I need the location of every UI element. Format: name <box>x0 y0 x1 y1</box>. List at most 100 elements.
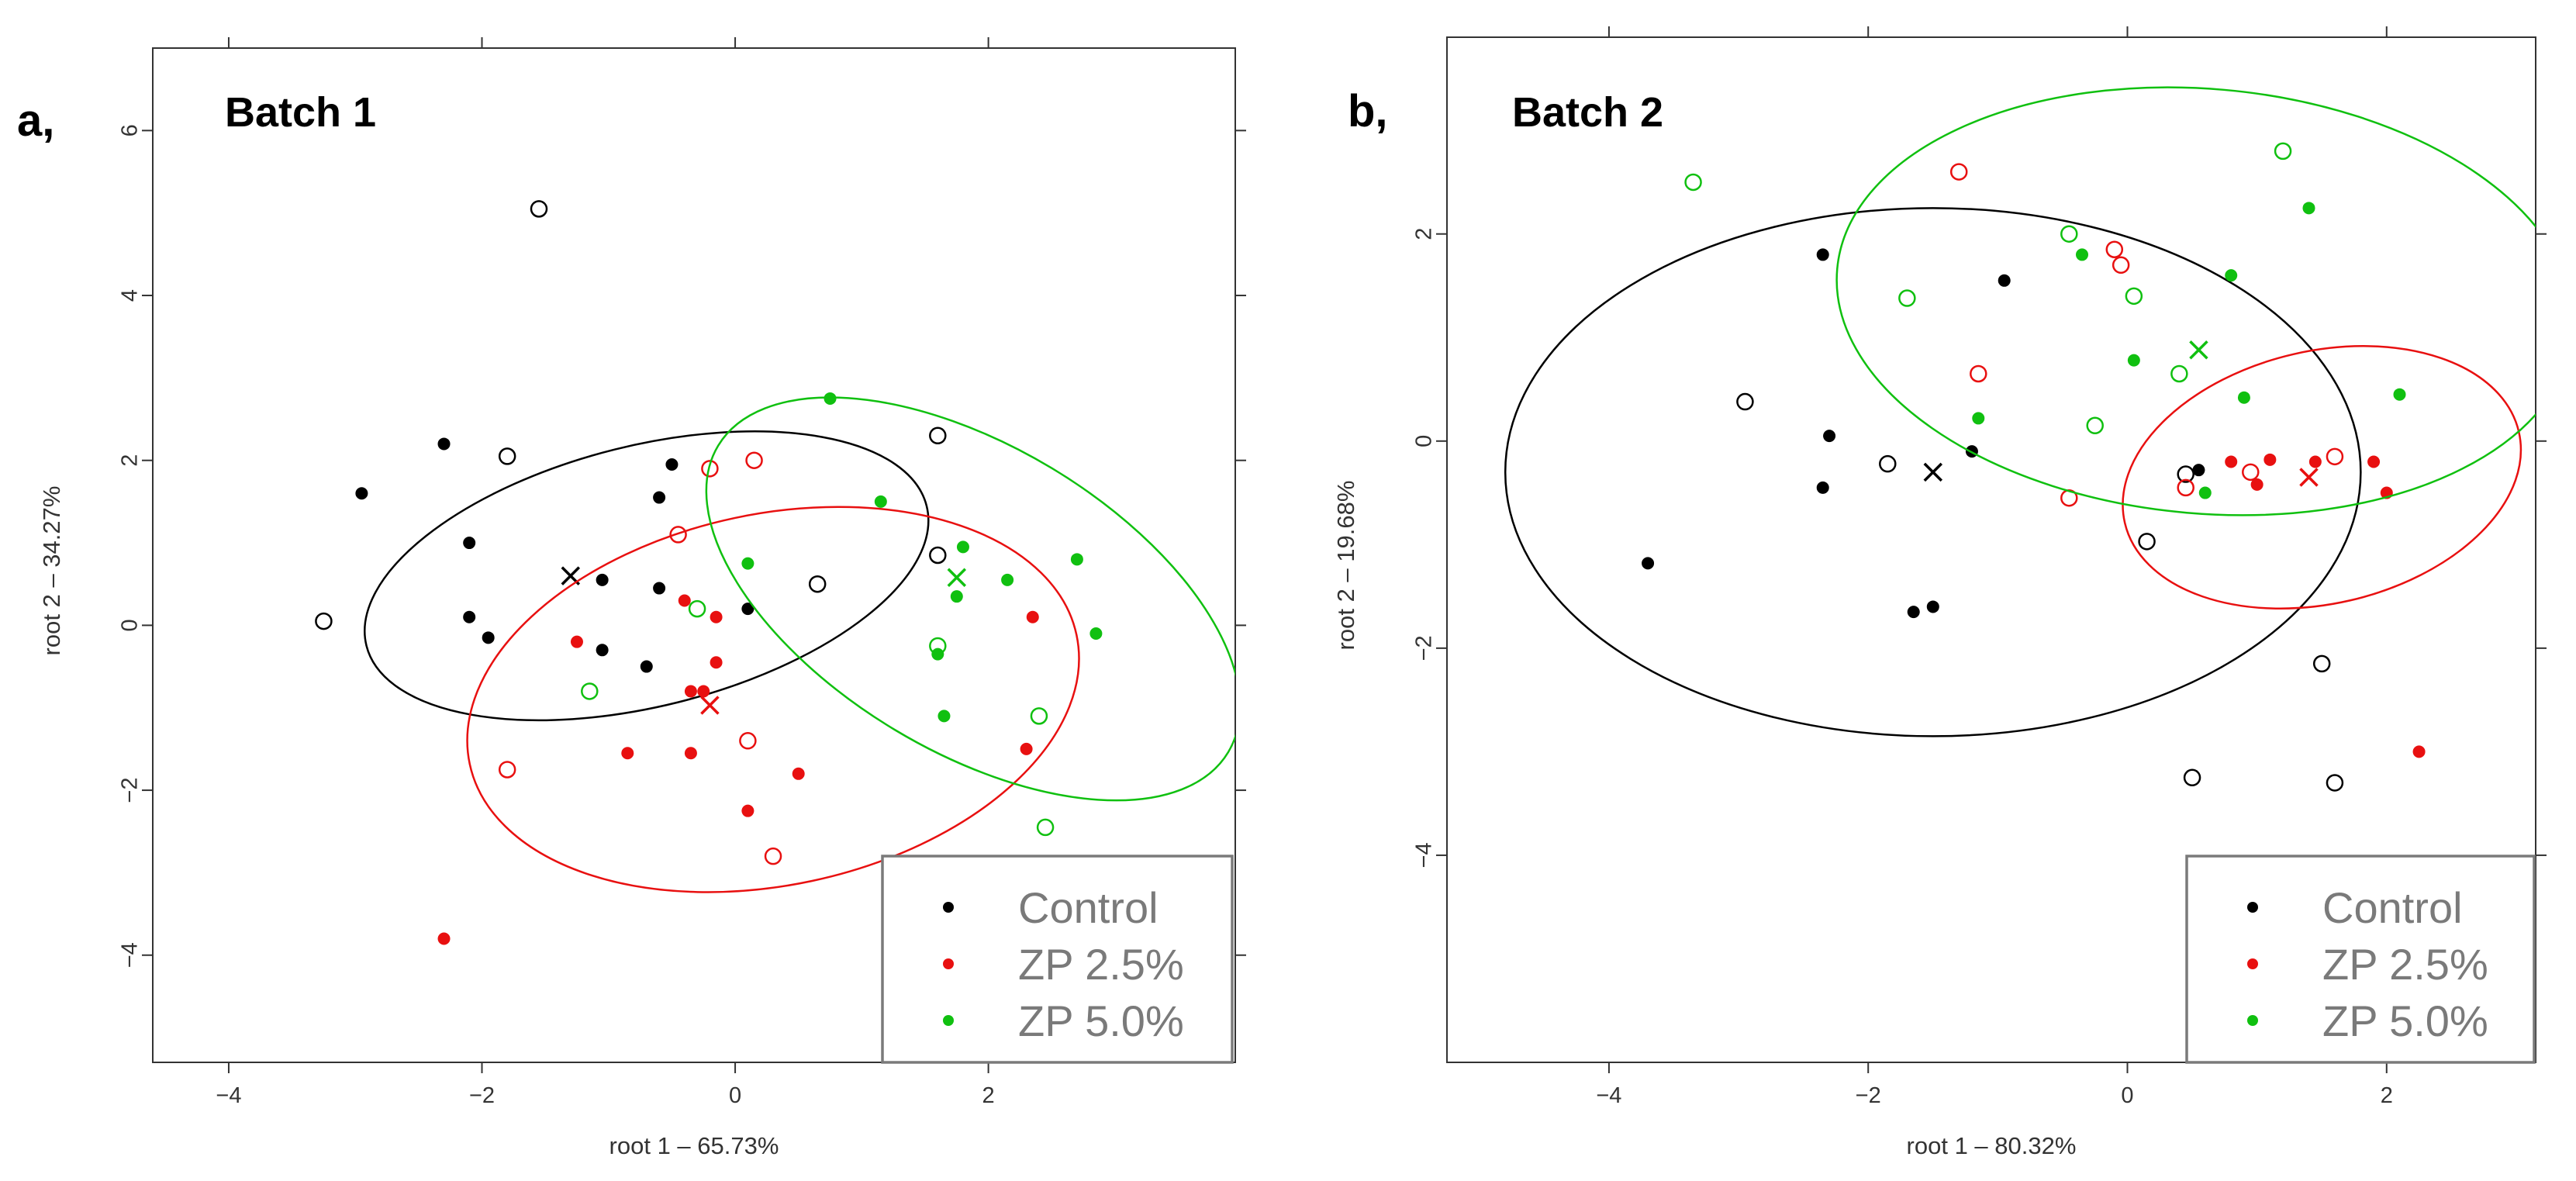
legend-marker-zp-2-5 <box>943 958 954 969</box>
point-zp-2-5-filled <box>2308 455 2322 468</box>
panel-b-plot: −4 −2 0 2 −4 −2 0 2 root 1 – 80.32% root 2 – 19.6… <box>1332 26 2547 1159</box>
x-axis-label: root 1 – 80.32% <box>1907 1132 2077 1159</box>
x-tick-label: −2 <box>1856 1083 1881 1108</box>
y-tick-label: 2 <box>118 454 143 467</box>
centroid-stroke <box>947 568 967 587</box>
x-axis-label: root 1 – 65.73% <box>609 1132 779 1159</box>
y-tick-label: 0 <box>118 619 143 631</box>
point-zp-2-5-filled <box>678 594 691 607</box>
point-zp-5-0-filled <box>874 495 887 508</box>
centroid-zp-5-0 <box>2189 340 2208 360</box>
x-tick-label: 2 <box>2381 1083 2393 1108</box>
point-zp-5-0-open <box>929 637 947 655</box>
point-zp-5-0-filled <box>824 392 837 405</box>
point-zp-5-0-filled <box>2302 202 2315 215</box>
point-zp-5-0-filled <box>1070 553 1083 566</box>
point-zp-2-5-open <box>2242 463 2260 482</box>
point-zp-2-5-open <box>745 451 763 469</box>
point-zp-5-0-filled <box>2237 391 2250 404</box>
x-tick-label: −4 <box>1596 1083 1621 1108</box>
panel-a: a, −4 −2 0 2 −4 −2 0 2 4 6 root 1 – 65.73% root 2 –… <box>17 37 1246 1159</box>
panel-b-tag: b, <box>1348 86 1388 136</box>
centroid-control <box>1923 462 1943 482</box>
chart-title: Batch 1 <box>225 89 376 136</box>
centroid-stroke <box>2299 468 2319 487</box>
point-zp-2-5-filled <box>2250 478 2263 491</box>
ellipse-control <box>364 430 930 722</box>
point-control-filled <box>596 644 609 657</box>
ellipse-zp-2-5 <box>2122 345 2522 610</box>
point-zp-5-0-filled <box>950 590 963 603</box>
point-zp-5-0-filled <box>741 557 754 570</box>
point-zp-5-0-filled <box>2393 388 2406 401</box>
point-zp-5-0-open <box>2274 142 2292 161</box>
centroid-stroke <box>2189 340 2208 360</box>
point-control-open <box>530 200 548 218</box>
point-zp-5-0-filled <box>938 710 951 723</box>
centroid-stroke <box>1923 462 1943 482</box>
point-zp-5-0-filled <box>1972 412 1985 425</box>
legend-marker-control <box>2247 902 2258 913</box>
point-zp-5-0-open <box>1036 818 1055 837</box>
point-control-open <box>929 546 947 565</box>
point-zp-5-0-open <box>2170 364 2188 383</box>
point-control-open <box>1736 392 1754 411</box>
y-tick-label: 4 <box>118 289 143 302</box>
point-zp-2-5-open <box>2112 256 2130 275</box>
point-zp-2-5-open <box>739 732 757 750</box>
point-zp-2-5-open <box>1949 163 1968 181</box>
point-zp-2-5-filled <box>684 747 697 760</box>
legend-marker-zp-5-0 <box>2247 1015 2258 1026</box>
point-zp-5-0-filled <box>1089 627 1103 641</box>
point-zp-5-0-filled <box>2076 248 2088 261</box>
legend-label-control: Control <box>1018 883 1159 932</box>
panel-a-tag: a, <box>17 95 54 146</box>
point-control-filled <box>653 491 666 504</box>
point-control-open <box>2138 533 2156 551</box>
centroid-zp-2-5 <box>700 696 720 715</box>
y-tick-label: 6 <box>118 124 143 136</box>
point-control-open <box>498 447 516 465</box>
point-zp-5-0-open <box>688 599 706 618</box>
y-tick-label: −2 <box>1412 635 1437 661</box>
x-tick-label: 2 <box>982 1083 995 1108</box>
ellipse-zp-5-0 <box>1835 86 2536 516</box>
legend-label-zp-2-5: ZP 2.5% <box>2322 940 2488 989</box>
point-zp-5-0-open <box>2125 287 2143 306</box>
ellipse-zp-5-0 <box>705 396 1235 802</box>
legend-label-zp-2-5: ZP 2.5% <box>1018 940 1184 989</box>
point-zp-5-0-filled <box>2198 486 2212 499</box>
plot-area-a <box>315 200 1235 945</box>
point-zp-2-5-filled <box>1026 610 1039 623</box>
point-control-filled <box>1907 606 1920 619</box>
point-control-filled <box>463 537 476 550</box>
point-zp-2-5-filled <box>697 685 710 698</box>
point-control-filled <box>1926 600 1939 613</box>
centroid-zp-5-0 <box>947 568 967 587</box>
point-control-filled <box>437 437 451 451</box>
point-zp-5-0-open <box>1898 289 1916 307</box>
legend-box <box>2185 855 2536 1064</box>
point-zp-2-5-open <box>669 526 687 544</box>
y-axis-label: root 2 – 19.68% <box>1332 481 1359 651</box>
panel-b: b, −4 −2 0 2 −4 −2 0 2 root 1 – 80.32% root 2 – 1… <box>1332 26 2547 1159</box>
point-control-filled <box>1816 248 1829 261</box>
point-zp-2-5-open <box>498 761 516 779</box>
point-zp-2-5-open <box>2326 447 2344 466</box>
point-control-filled <box>1816 481 1829 494</box>
point-control-open <box>2177 465 2194 483</box>
point-zp-2-5-filled <box>621 747 634 760</box>
point-zp-2-5-filled <box>2412 745 2426 758</box>
point-zp-2-5-open <box>764 847 782 865</box>
legend-marker-zp-2-5 <box>2247 958 2258 969</box>
point-control-filled <box>1642 557 1655 570</box>
point-control-filled <box>653 582 666 595</box>
y-tick-label: −4 <box>1412 842 1437 868</box>
point-zp-5-0-open <box>2060 225 2078 243</box>
legend-label-zp-5-0: ZP 5.0% <box>1018 996 1184 1045</box>
point-zp-5-0-open <box>581 682 599 700</box>
point-zp-2-5-filled <box>710 610 723 623</box>
point-zp-2-5-filled <box>710 656 723 669</box>
y-tick-label: −4 <box>118 942 143 968</box>
